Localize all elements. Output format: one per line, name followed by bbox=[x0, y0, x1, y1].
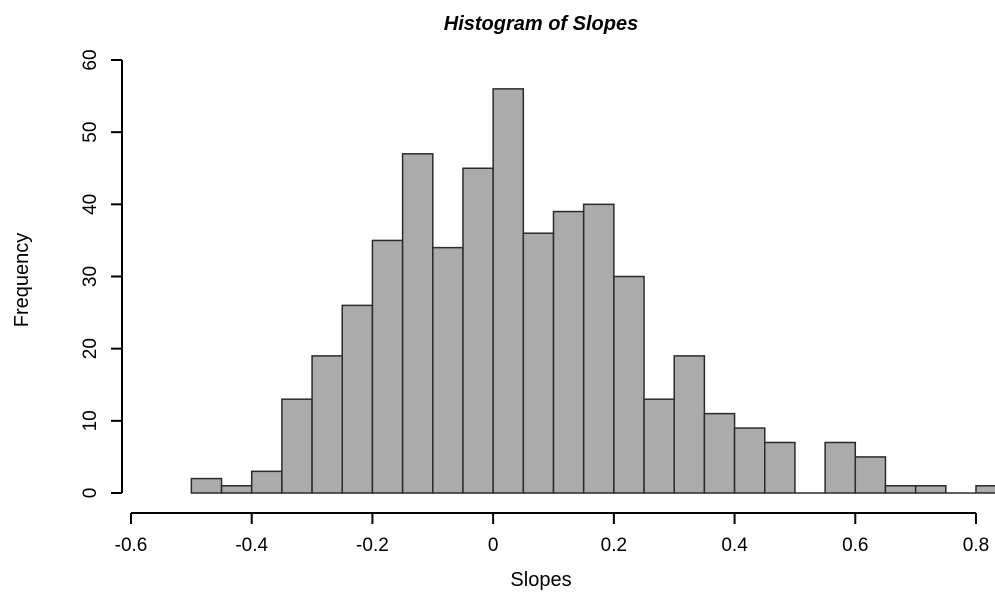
y-tick-label: 60 bbox=[80, 49, 101, 70]
histogram-bar bbox=[884, 485, 917, 494]
histogram-bar bbox=[522, 232, 555, 494]
histogram-bar bbox=[552, 210, 585, 494]
y-tick-label: 20 bbox=[80, 338, 101, 359]
x-tick-label: 0.6 bbox=[842, 535, 868, 556]
y-tick-label: 10 bbox=[80, 410, 101, 431]
y-tick-label: 40 bbox=[80, 194, 101, 215]
histogram-bar bbox=[220, 485, 253, 494]
x-tick-label: 0.2 bbox=[601, 535, 627, 556]
histogram-bar bbox=[401, 153, 434, 494]
histogram-bar bbox=[492, 88, 525, 494]
histogram-bar bbox=[703, 412, 736, 494]
histogram-bar bbox=[582, 203, 615, 494]
histogram-bar bbox=[643, 398, 675, 494]
y-tick-label: 0 bbox=[80, 488, 101, 499]
y-axis-label: Frequency bbox=[11, 233, 33, 328]
histogram-bar bbox=[462, 167, 494, 494]
y-tick-label: 50 bbox=[80, 122, 101, 143]
x-tick-label: 0 bbox=[488, 535, 499, 556]
chart-title: Histogram of Slopes bbox=[444, 13, 638, 35]
histogram-bar bbox=[914, 485, 947, 494]
histogram-bar bbox=[764, 441, 796, 494]
histogram-bar bbox=[824, 441, 857, 494]
histogram-bar bbox=[854, 456, 887, 494]
x-tick-label: 0.4 bbox=[721, 535, 748, 556]
x-tick-label: 0.8 bbox=[963, 535, 989, 556]
x-axis: -0.6 -0.4 -0.2 0 0.2 0.4 0.6 0.8 bbox=[115, 512, 989, 556]
histogram-bar bbox=[281, 398, 313, 494]
histogram-bar bbox=[341, 304, 374, 494]
x-tick-label: -0.2 bbox=[356, 535, 389, 556]
histogram-bar bbox=[613, 275, 645, 494]
x-tick-label: -0.4 bbox=[235, 535, 268, 556]
histogram-bar bbox=[733, 427, 766, 494]
x-tick-label: -0.6 bbox=[115, 535, 148, 556]
histogram-bar bbox=[432, 246, 464, 494]
y-axis: 0 10 20 30 40 50 60 bbox=[80, 49, 123, 499]
histogram-bar bbox=[190, 477, 223, 494]
histogram-bar bbox=[371, 239, 404, 494]
histogram-bars bbox=[190, 88, 995, 494]
histogram-bar bbox=[311, 355, 344, 494]
x-axis-label: Slopes bbox=[510, 569, 571, 591]
y-tick-label: 30 bbox=[80, 266, 101, 287]
histogram-bar bbox=[673, 355, 706, 494]
histogram-bar bbox=[250, 470, 283, 494]
histogram-bar bbox=[975, 485, 995, 494]
